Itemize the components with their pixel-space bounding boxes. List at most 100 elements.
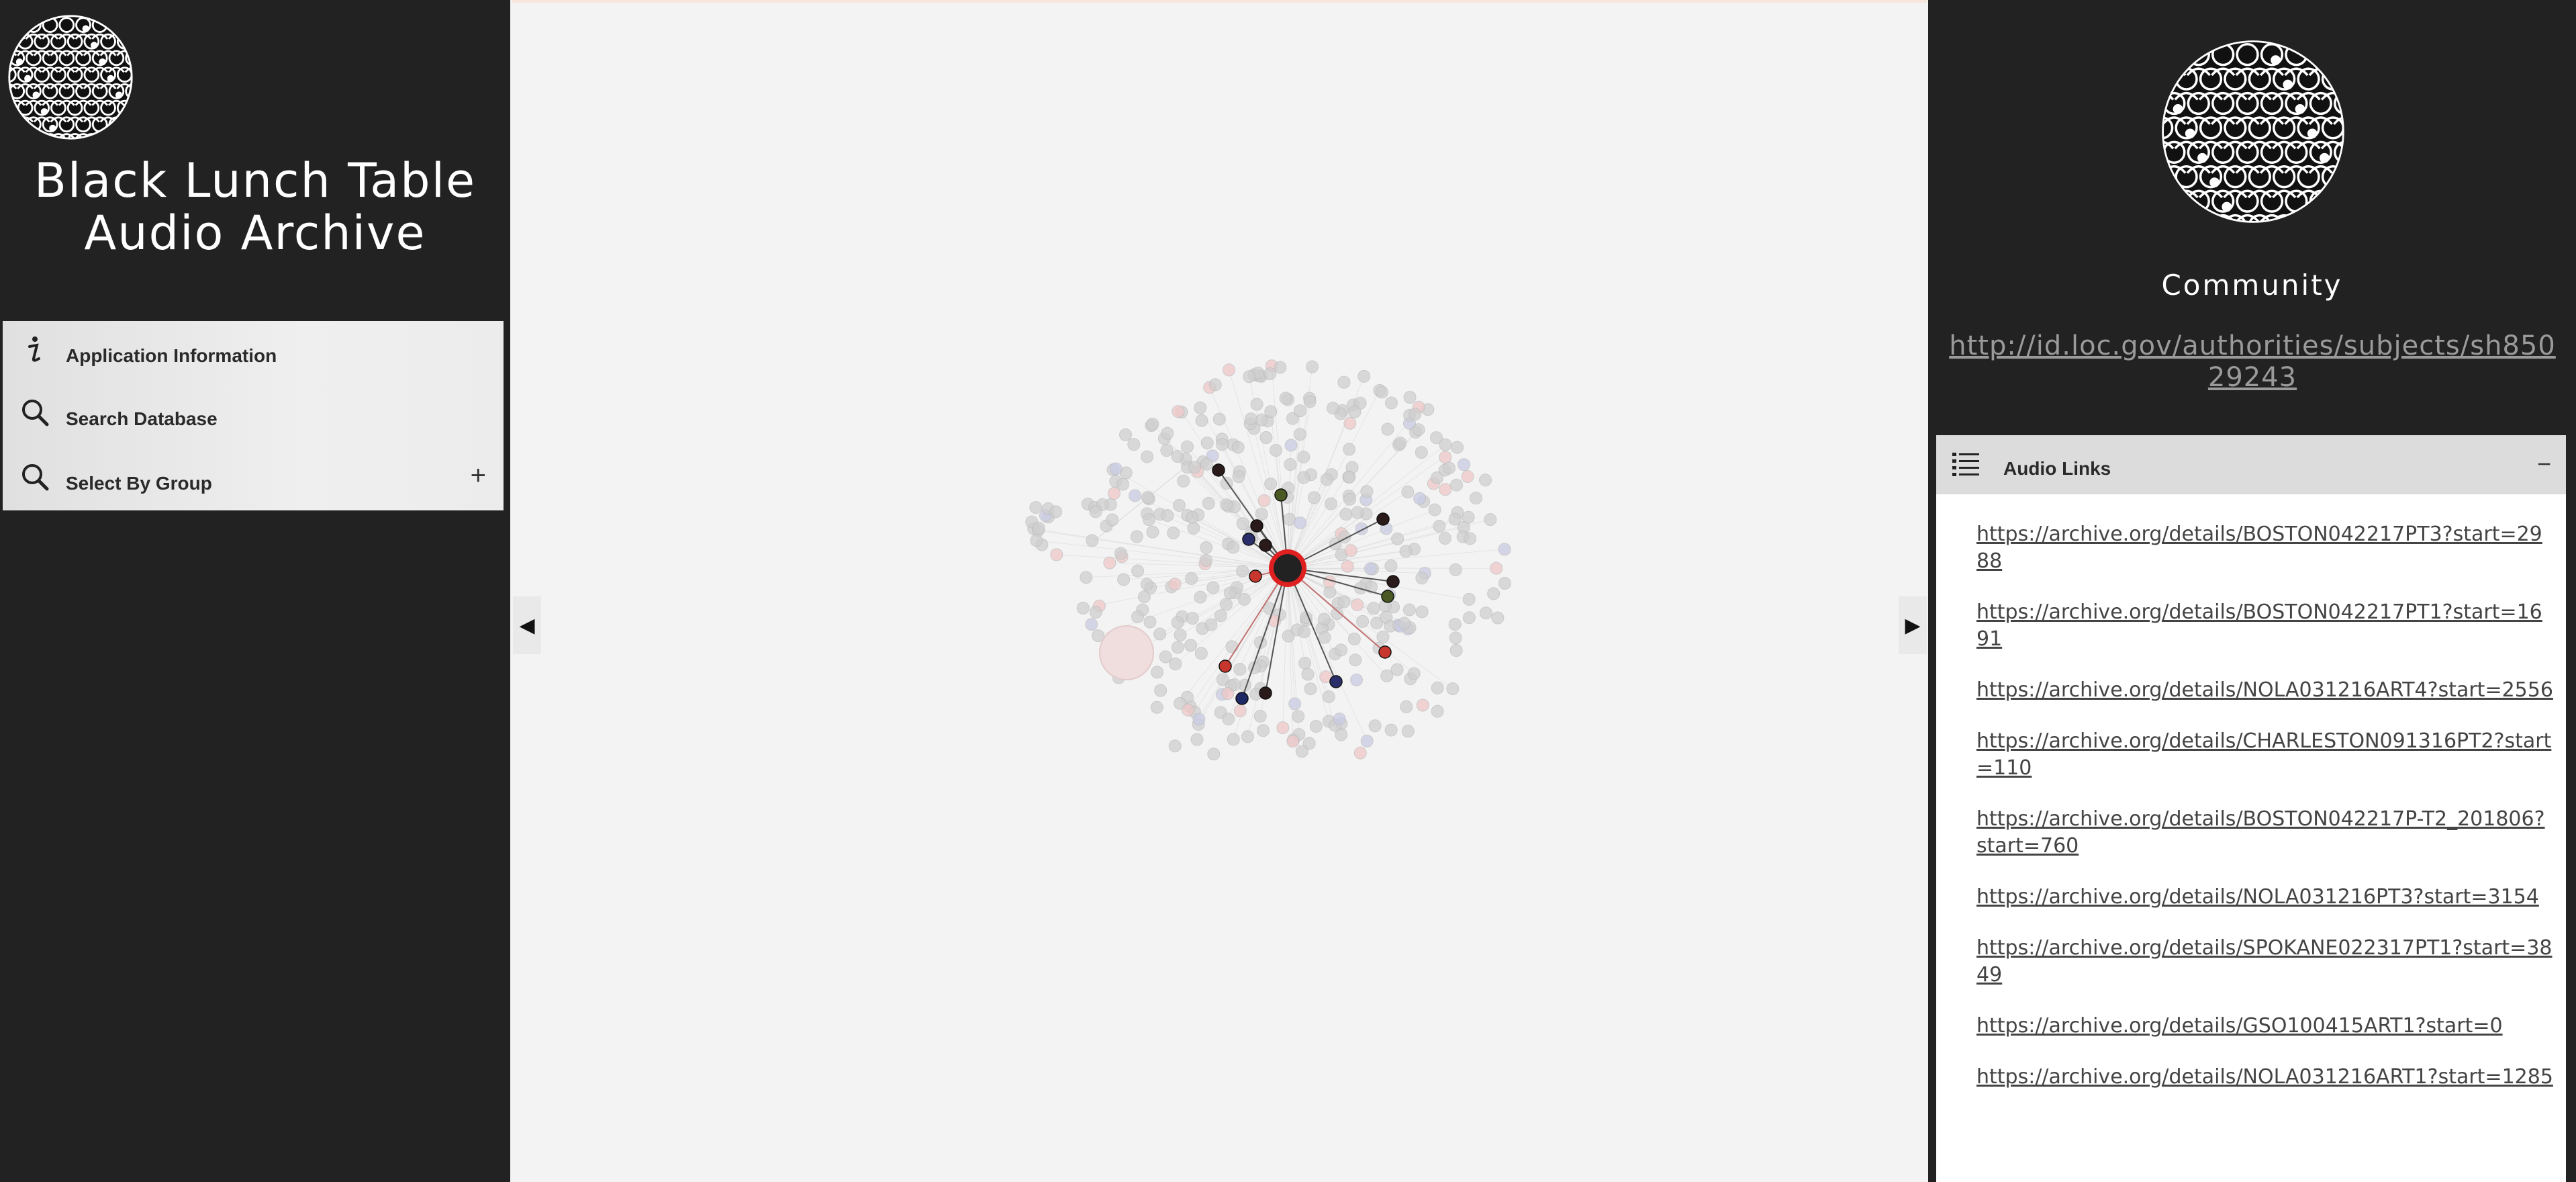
graph-node[interactable] bbox=[1351, 506, 1364, 519]
graph-node[interactable] bbox=[1298, 656, 1312, 670]
graph-node[interactable] bbox=[1295, 745, 1308, 758]
graph-node[interactable] bbox=[1244, 412, 1257, 426]
graph-node[interactable] bbox=[1117, 573, 1131, 586]
audio-link[interactable]: https://archive.org/details/GSO100415ART… bbox=[1976, 1014, 2503, 1038]
graph-node[interactable] bbox=[1107, 487, 1120, 500]
graph-node[interactable] bbox=[1186, 510, 1199, 524]
graph-node[interactable] bbox=[1187, 521, 1200, 535]
graph-node[interactable] bbox=[1086, 534, 1099, 547]
graph-node[interactable] bbox=[1194, 590, 1207, 604]
graph-node[interactable] bbox=[1448, 512, 1462, 526]
graph-node[interactable] bbox=[1085, 618, 1098, 631]
graph-node[interactable] bbox=[1116, 478, 1129, 491]
graph-node[interactable] bbox=[1348, 405, 1362, 418]
graph-node[interactable] bbox=[1449, 563, 1462, 576]
graph-node[interactable] bbox=[1208, 378, 1222, 392]
graph-node[interactable] bbox=[1114, 547, 1127, 560]
graph-node[interactable] bbox=[1375, 385, 1388, 399]
graph-node[interactable] bbox=[1194, 401, 1207, 414]
graph-node[interactable] bbox=[1143, 615, 1157, 629]
graph-node[interactable] bbox=[1309, 719, 1323, 733]
graph-node[interactable] bbox=[1192, 713, 1206, 726]
graph-node[interactable] bbox=[1185, 572, 1198, 585]
graph-node[interactable] bbox=[1487, 587, 1500, 600]
graph-node[interactable] bbox=[1391, 532, 1404, 545]
menu-item-application-information[interactable]: Application Information bbox=[3, 321, 504, 381]
graph-node[interactable] bbox=[1233, 704, 1247, 717]
graph-node[interactable] bbox=[1092, 629, 1105, 643]
graph-node[interactable] bbox=[1131, 564, 1145, 578]
graph-node[interactable] bbox=[1109, 462, 1123, 475]
audio-link[interactable]: https://archive.org/details/NOLA031216PT… bbox=[1976, 885, 2539, 909]
graph-node[interactable] bbox=[1030, 534, 1043, 547]
audio-link[interactable]: https://archive.org/details/NOLA031216AR… bbox=[1976, 1065, 2553, 1089]
graph-node[interactable] bbox=[1227, 541, 1240, 554]
graph-node[interactable] bbox=[1206, 581, 1220, 594]
graph-node[interactable] bbox=[1402, 603, 1416, 617]
graph-node[interactable] bbox=[1381, 422, 1394, 436]
graph-node[interactable] bbox=[1381, 590, 1394, 603]
graph-node[interactable] bbox=[1451, 441, 1464, 454]
graph-node[interactable] bbox=[1250, 398, 1263, 411]
graph-node[interactable] bbox=[1331, 607, 1344, 621]
graph-node[interactable] bbox=[1049, 505, 1063, 518]
graph-node[interactable] bbox=[1259, 539, 1272, 552]
graph-node[interactable] bbox=[1169, 657, 1182, 671]
graph-node[interactable] bbox=[1298, 625, 1311, 639]
audio-link[interactable]: https://archive.org/details/CHARLESTON09… bbox=[1976, 729, 2552, 780]
graph-node[interactable] bbox=[1355, 522, 1368, 535]
graph-node[interactable] bbox=[1242, 533, 1255, 546]
graph-node[interactable] bbox=[1357, 369, 1371, 383]
graph-node[interactable] bbox=[1384, 396, 1398, 410]
graph-node[interactable] bbox=[1232, 470, 1245, 484]
collapse-minus-icon[interactable]: − bbox=[2536, 450, 2551, 478]
graph-node[interactable] bbox=[1241, 730, 1254, 743]
graph-node[interactable] bbox=[1167, 527, 1180, 540]
graph-node[interactable] bbox=[1204, 618, 1218, 631]
graph-node[interactable] bbox=[1283, 512, 1296, 526]
graph-node[interactable] bbox=[1394, 437, 1407, 450]
graph-node[interactable] bbox=[1297, 451, 1310, 464]
graph-node[interactable] bbox=[1200, 437, 1214, 450]
graph-node[interactable] bbox=[1439, 483, 1452, 496]
graph-node[interactable] bbox=[1317, 612, 1331, 626]
graph-node[interactable] bbox=[1220, 498, 1233, 512]
audio-link[interactable]: https://archive.org/details/SPOKANE02231… bbox=[1976, 936, 2553, 987]
graph-node[interactable] bbox=[1259, 686, 1272, 700]
selected-node-community[interactable] bbox=[1269, 549, 1306, 587]
graph-node[interactable] bbox=[1200, 541, 1213, 554]
graph-node[interactable] bbox=[1263, 367, 1277, 380]
graph-node[interactable] bbox=[1490, 561, 1503, 575]
graph-node[interactable] bbox=[1337, 375, 1351, 389]
audio-link[interactable]: https://archive.org/details/BOSTON042217… bbox=[1976, 522, 2542, 573]
graph-node[interactable] bbox=[1378, 645, 1392, 659]
graph-node[interactable] bbox=[1384, 619, 1397, 633]
graph-node[interactable] bbox=[1119, 428, 1133, 441]
graph-node[interactable] bbox=[1384, 559, 1398, 573]
graph-node[interactable] bbox=[1498, 543, 1511, 556]
graph-node[interactable] bbox=[1131, 610, 1144, 623]
graph-node[interactable] bbox=[1216, 438, 1229, 451]
graph-node[interactable] bbox=[1146, 418, 1159, 431]
graph-node[interactable] bbox=[1344, 544, 1357, 557]
graph-node[interactable] bbox=[1029, 501, 1043, 514]
graph-node[interactable] bbox=[1415, 572, 1429, 585]
graph-node[interactable] bbox=[1257, 724, 1270, 737]
collapse-left-toggle[interactable]: ◀ bbox=[513, 596, 541, 654]
graph-node[interactable] bbox=[1212, 463, 1225, 477]
graph-node[interactable] bbox=[1154, 684, 1167, 697]
graph-node[interactable] bbox=[1446, 682, 1460, 696]
graph-node[interactable] bbox=[1274, 361, 1287, 374]
graph-node[interactable] bbox=[1188, 461, 1202, 474]
graph-node[interactable] bbox=[1339, 508, 1353, 521]
graph-node[interactable] bbox=[1449, 643, 1463, 657]
graph-node[interactable] bbox=[1302, 737, 1316, 750]
graph-node[interactable] bbox=[1429, 431, 1443, 445]
graph-node[interactable] bbox=[1428, 503, 1441, 516]
graph-node[interactable] bbox=[1322, 690, 1335, 703]
graph-node[interactable] bbox=[1433, 520, 1446, 533]
graph-node[interactable] bbox=[1438, 532, 1451, 545]
graph-node[interactable] bbox=[1318, 631, 1331, 644]
graph-node[interactable] bbox=[1333, 713, 1346, 726]
graph-node[interactable] bbox=[1284, 439, 1298, 452]
